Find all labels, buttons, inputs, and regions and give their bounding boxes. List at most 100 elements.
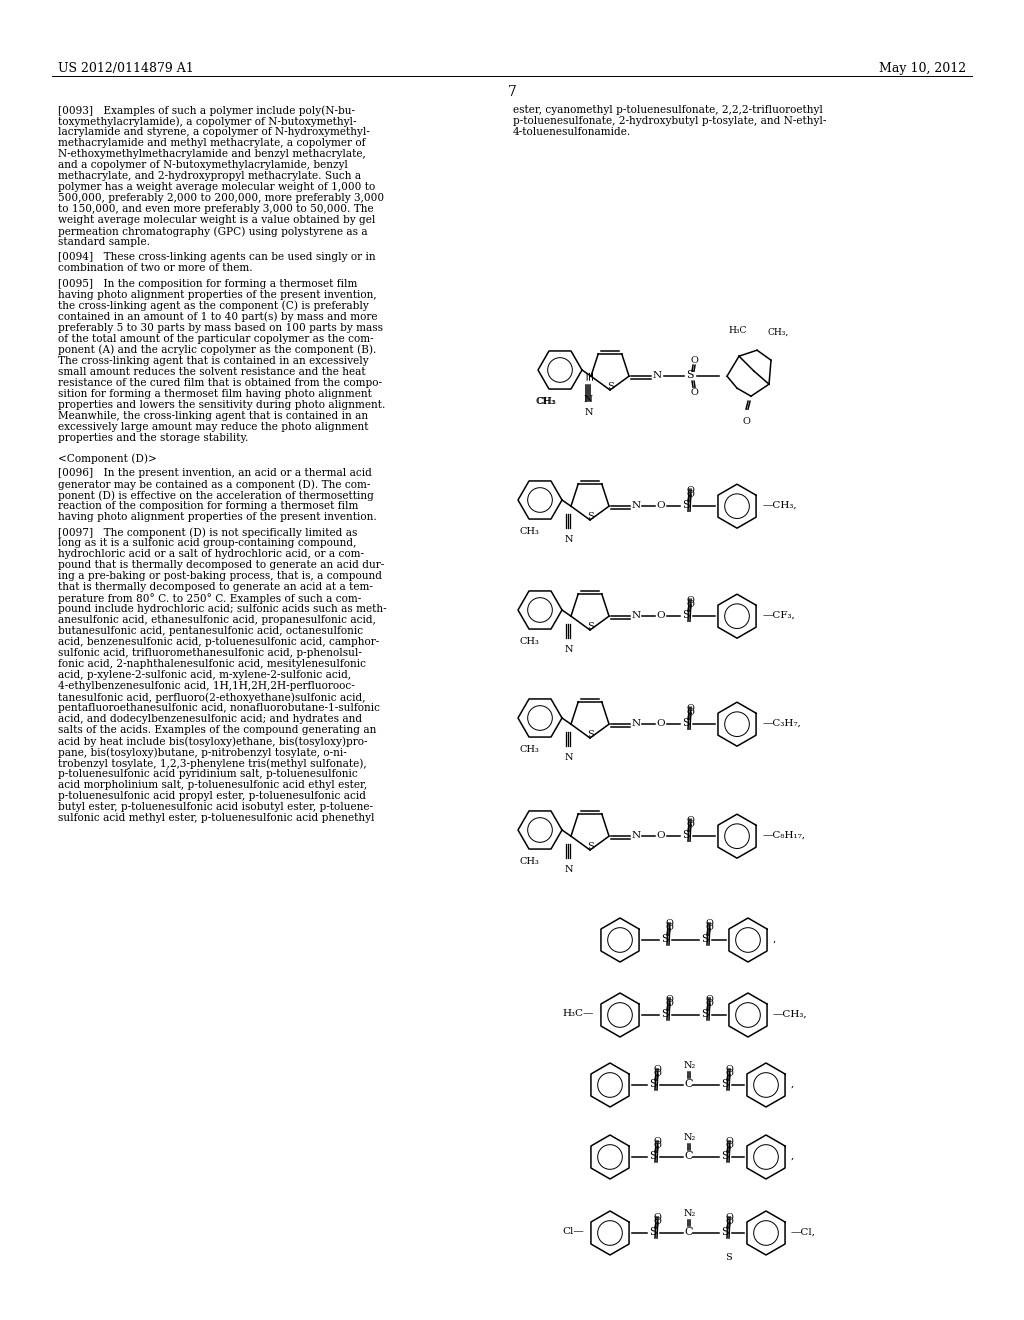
Text: weight average molecular weight is a value obtained by gel: weight average molecular weight is a val… xyxy=(58,215,376,224)
Text: S: S xyxy=(649,1228,656,1237)
Text: US 2012/0114879 A1: US 2012/0114879 A1 xyxy=(58,62,194,75)
Text: CH₃: CH₃ xyxy=(519,857,539,866)
Text: p-toluenesulfonic acid pyridinium salt, p-toluenesulfonic: p-toluenesulfonic acid pyridinium salt, … xyxy=(58,770,357,779)
Text: H₃C—: H₃C— xyxy=(562,1010,594,1019)
Text: CH₃: CH₃ xyxy=(536,397,555,407)
Text: S: S xyxy=(587,842,593,851)
Text: O: O xyxy=(725,1065,733,1074)
Text: O: O xyxy=(665,998,673,1007)
Text: N: N xyxy=(585,408,593,417)
Text: acid, p-xylene-2-sulfonic acid, m-xylene-2-sulfonic acid,: acid, p-xylene-2-sulfonic acid, m-xylene… xyxy=(58,671,351,680)
Text: N-ethoxymethylmethacrylamide and benzyl methacrylate,: N-ethoxymethylmethacrylamide and benzyl … xyxy=(58,149,366,158)
Text: acid, and dodecylbenzenesulfonic acid; and hydrates and: acid, and dodecylbenzenesulfonic acid; a… xyxy=(58,714,362,725)
Text: —C₈H₁₇,: —C₈H₁₇, xyxy=(763,830,806,840)
Text: S: S xyxy=(682,830,690,841)
Text: methacrylate, and 2-hydroxypropyl methacrylate. Such a: methacrylate, and 2-hydroxypropyl methac… xyxy=(58,172,361,181)
Text: excessively large amount may reduce the photo alignment: excessively large amount may reduce the … xyxy=(58,422,369,432)
Text: N: N xyxy=(632,718,641,727)
Text: resistance of the cured film that is obtained from the compo-: resistance of the cured film that is obt… xyxy=(58,378,382,388)
Text: O: O xyxy=(725,1217,733,1226)
Text: O: O xyxy=(653,1138,660,1147)
Text: reaction of the composition for forming a thermoset film: reaction of the composition for forming … xyxy=(58,502,358,511)
Text: O: O xyxy=(686,486,694,495)
Text: acid morpholinium salt, p-toluenesulfonic acid ethyl ester,: acid morpholinium salt, p-toluenesulfoni… xyxy=(58,780,368,791)
Text: O: O xyxy=(725,1142,733,1151)
Text: O: O xyxy=(725,1069,733,1078)
Text: O: O xyxy=(706,994,713,1003)
Text: 7: 7 xyxy=(508,84,516,99)
Text: combination of two or more of them.: combination of two or more of them. xyxy=(58,264,253,273)
Text: S: S xyxy=(721,1078,729,1089)
Text: CH₃: CH₃ xyxy=(519,744,539,754)
Text: N: N xyxy=(652,371,662,380)
Text: S: S xyxy=(649,1078,656,1089)
Text: that is thermally decomposed to generate an acid at a tem-: that is thermally decomposed to generate… xyxy=(58,582,373,593)
Text: O: O xyxy=(665,994,673,1003)
Text: O: O xyxy=(656,830,666,840)
Text: and a copolymer of N-butoxymethylacrylamide, benzyl: and a copolymer of N-butoxymethylacrylam… xyxy=(58,160,348,170)
Text: O: O xyxy=(653,1065,660,1074)
Text: S: S xyxy=(587,622,593,631)
Text: —Cl,: —Cl, xyxy=(791,1228,816,1237)
Text: salts of the acids. Examples of the compound generating an: salts of the acids. Examples of the comp… xyxy=(58,726,377,735)
Text: Cl—: Cl— xyxy=(562,1228,584,1237)
Text: CH₃: CH₃ xyxy=(519,638,539,645)
Text: 500,000, preferably 2,000 to 200,000, more preferably 3,000: 500,000, preferably 2,000 to 200,000, mo… xyxy=(58,193,384,203)
Text: butanesulfonic acid, pentanesulfonic acid, octanesulfonic: butanesulfonic acid, pentanesulfonic aci… xyxy=(58,627,364,636)
Text: O: O xyxy=(706,998,713,1007)
Text: p-toluenesulfonate, 2-hydroxybutyl p-tosylate, and N-ethyl-: p-toluenesulfonate, 2-hydroxybutyl p-tos… xyxy=(513,116,826,125)
Text: C: C xyxy=(685,1228,693,1237)
Text: ,: , xyxy=(773,935,776,944)
Text: The cross-linking agent that is contained in an excessively: The cross-linking agent that is containe… xyxy=(58,356,369,366)
Text: O: O xyxy=(665,920,673,928)
Text: ponent (D) is effective on the acceleration of thermosetting: ponent (D) is effective on the accelerat… xyxy=(58,490,374,500)
Text: properties and the storage stability.: properties and the storage stability. xyxy=(58,433,249,442)
Text: S: S xyxy=(686,370,694,380)
Text: May 10, 2012: May 10, 2012 xyxy=(879,62,966,75)
Text: O: O xyxy=(690,388,698,397)
Text: O: O xyxy=(686,599,694,609)
Text: [0095] In the composition for forming a thermoset film: [0095] In the composition for forming a … xyxy=(58,279,357,289)
Text: —C₃H₇,: —C₃H₇, xyxy=(763,718,802,727)
Text: ,: , xyxy=(791,1080,795,1089)
Text: S: S xyxy=(606,381,613,391)
Text: hydrochloric acid or a salt of hydrochloric acid, or a com-: hydrochloric acid or a salt of hydrochlo… xyxy=(58,549,364,560)
Text: N₂: N₂ xyxy=(684,1209,696,1218)
Text: the cross-linking agent as the component (C) is preferably: the cross-linking agent as the component… xyxy=(58,301,369,312)
Text: O: O xyxy=(686,595,694,605)
Text: CH₃,: CH₃, xyxy=(767,327,788,337)
Text: 4-ethylbenzenesulfonic acid, 1H,1H,2H,2H-perfluorooc-: 4-ethylbenzenesulfonic acid, 1H,1H,2H,2H… xyxy=(58,681,354,692)
Text: sulfonic acid methyl ester, p-toluenesulfonic acid phenethyl: sulfonic acid methyl ester, p-toluenesul… xyxy=(58,813,375,824)
Text: O: O xyxy=(686,490,694,499)
Text: CH₃: CH₃ xyxy=(519,527,539,536)
Text: standard sample.: standard sample. xyxy=(58,238,150,247)
Text: S: S xyxy=(682,610,690,620)
Text: O: O xyxy=(653,1069,660,1078)
Text: tanesulfonic acid, perfluoro(2-ethoxyethane)sulfonic acid,: tanesulfonic acid, perfluoro(2-ethoxyeth… xyxy=(58,693,366,704)
Text: p-toluenesulfonic acid propyl ester, p-toluenesulfonic acid: p-toluenesulfonic acid propyl ester, p-t… xyxy=(58,792,366,801)
Text: [0093] Examples of such a polymer include poly(N-bu-: [0093] Examples of such a polymer includ… xyxy=(58,106,355,116)
Text: N: N xyxy=(632,611,641,619)
Text: N: N xyxy=(632,830,641,840)
Text: C: C xyxy=(685,1151,693,1162)
Text: H₃C: H₃C xyxy=(729,326,748,335)
Text: [0097] The component (D) is not specifically limited as: [0097] The component (D) is not specific… xyxy=(58,528,357,539)
Text: small amount reduces the solvent resistance and the heat: small amount reduces the solvent resista… xyxy=(58,367,366,376)
Text: O: O xyxy=(653,1217,660,1226)
Text: sition for forming a thermoset film having photo alignment: sition for forming a thermoset film havi… xyxy=(58,389,372,399)
Text: to 150,000, and even more preferably 3,000 to 50,000. The: to 150,000, and even more preferably 3,0… xyxy=(58,205,374,214)
Text: [0094] These cross-linking agents can be used singly or in: [0094] These cross-linking agents can be… xyxy=(58,252,376,263)
Text: O: O xyxy=(706,920,713,928)
Text: acid by heat include bis(tosyloxy)ethane, bis(tosyloxy)pro-: acid by heat include bis(tosyloxy)ethane… xyxy=(58,737,368,747)
Text: N: N xyxy=(584,395,593,404)
Text: S: S xyxy=(682,500,690,511)
Text: anesulfonic acid, ethanesulfonic acid, propanesulfonic acid,: anesulfonic acid, ethanesulfonic acid, p… xyxy=(58,615,376,626)
Text: ponent (A) and the acrylic copolymer as the component (B).: ponent (A) and the acrylic copolymer as … xyxy=(58,345,377,355)
Text: O: O xyxy=(725,1213,733,1222)
Text: ≡: ≡ xyxy=(584,370,597,380)
Text: N₂: N₂ xyxy=(684,1061,696,1071)
Text: O: O xyxy=(686,816,694,825)
Text: pound that is thermally decomposed to generate an acid dur-: pound that is thermally decomposed to ge… xyxy=(58,561,384,570)
Text: C: C xyxy=(685,1078,693,1089)
Text: ester, cyanomethyl p-toluenesulfonate, 2,2,2-trifluoroethyl: ester, cyanomethyl p-toluenesulfonate, 2… xyxy=(513,106,823,115)
